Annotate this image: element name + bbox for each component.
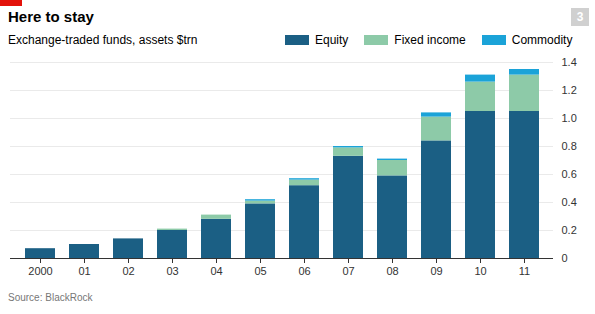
svg-text:09: 09 [430, 265, 442, 277]
svg-text:06: 06 [298, 265, 310, 277]
html-text:Exchange-traded funds, assets: Exchange-traded funds, assets $trn [8, 33, 198, 47]
svg-text:01: 01 [78, 265, 90, 277]
svg-text:11: 11 [519, 265, 530, 277]
html-text:Source: BlackRock: Source: BlackRock [8, 292, 93, 303]
svg-text:03: 03 [166, 265, 178, 277]
html-text:Commodity: Commodity [511, 33, 573, 47]
svg-text:05: 05 [254, 265, 266, 277]
svg-text:02: 02 [122, 265, 134, 277]
svg-text:08: 08 [386, 265, 398, 277]
html-text:Fixed income: Fixed income [394, 33, 466, 47]
svg-text:0.2: 0.2 [562, 224, 577, 236]
svg-text:0.8: 0.8 [562, 140, 577, 152]
html-text:3: 3 [576, 10, 584, 24]
svg-text:0: 0 [562, 252, 568, 264]
svg-text:04: 04 [210, 265, 222, 277]
html-text:Equity: Equity [315, 33, 349, 47]
svg-text:2000: 2000 [28, 265, 52, 277]
svg-text:0.4: 0.4 [562, 196, 577, 208]
svg-text:1.4: 1.4 [562, 56, 577, 68]
svg-text:07: 07 [342, 265, 354, 277]
svg-text:10: 10 [474, 265, 486, 277]
html-text:Here to stay: Here to stay [8, 8, 94, 25]
svg-text:0.6: 0.6 [562, 168, 577, 180]
svg-text:1.0: 1.0 [562, 112, 577, 124]
svg-text:1.2: 1.2 [562, 84, 577, 96]
